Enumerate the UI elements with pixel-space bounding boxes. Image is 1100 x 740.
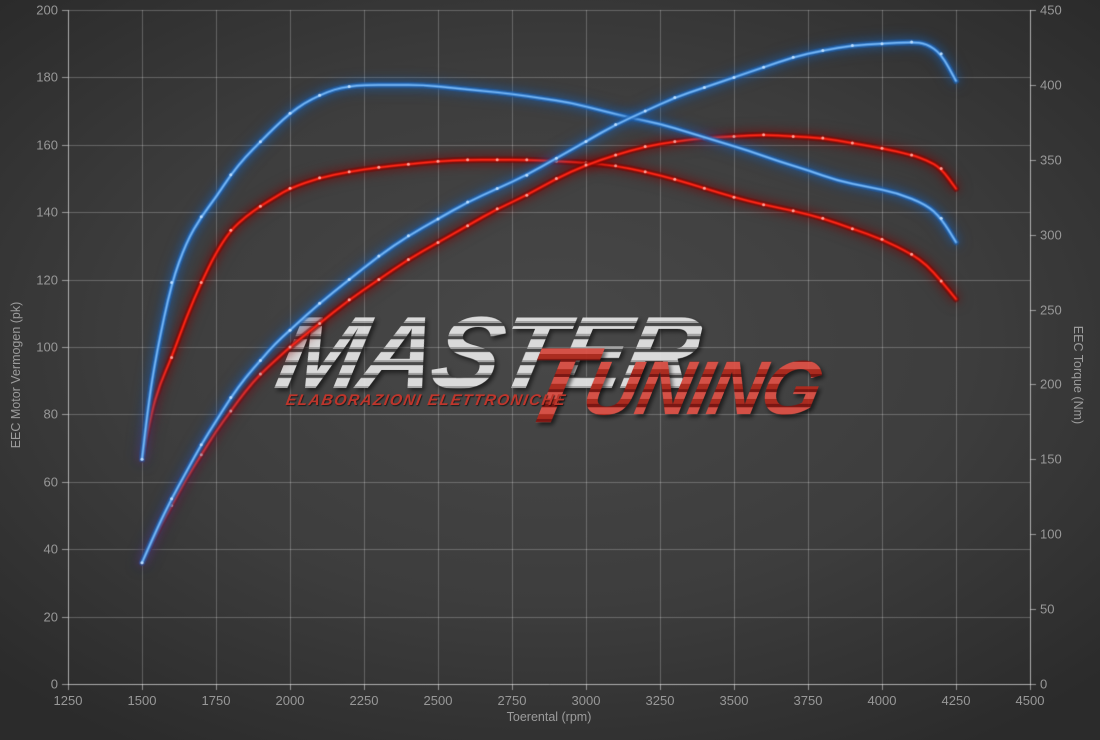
chart-curves-canvas xyxy=(0,0,1100,740)
dyno-chart: MASTER TUNING ELABORAZIONI ELETTRONICHE … xyxy=(0,0,1100,740)
